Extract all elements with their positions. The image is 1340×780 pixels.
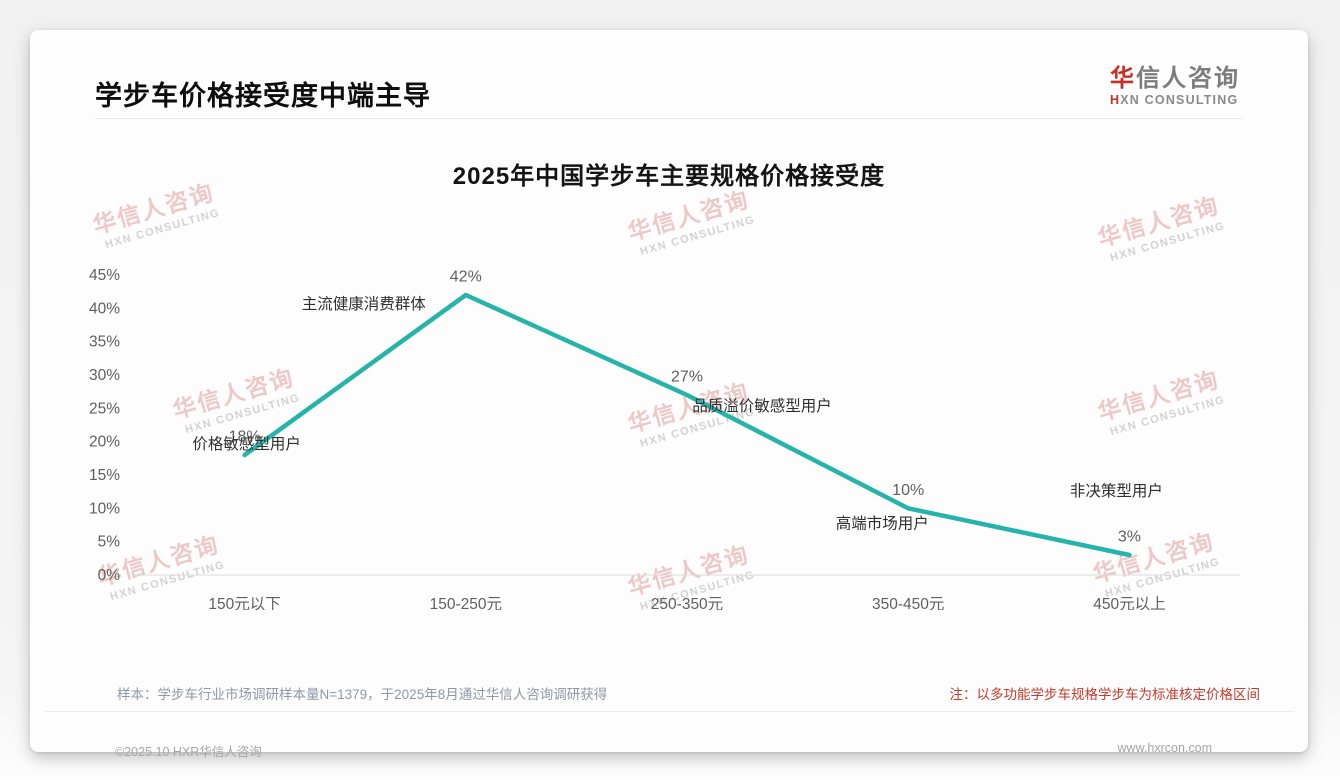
company-logo: 华信人咨询 HXN CONSULTING	[1110, 65, 1240, 108]
watermark-en: HXN CONSULTING	[103, 206, 222, 252]
logo-name-rest: 信人咨询	[1136, 65, 1240, 92]
x-tick-label: 250-350元	[651, 596, 723, 610]
watermark: 华信人咨询 HXN CONSULTING	[623, 180, 757, 260]
annotation-label: 品质溢价敏感型用户	[692, 397, 832, 415]
watermark: 华信人咨询 HXN CONSULTING	[1093, 186, 1227, 266]
x-tick-label: 150-250元	[430, 596, 502, 610]
y-tick-label: 20%	[89, 434, 120, 451]
annotation-label: 高端市场用户	[836, 514, 929, 532]
line-chart: 0% 5% 10% 15% 20% 25% 30% 35% 40% 45% 150元以下 150-25…	[89, 267, 1240, 610]
sample-note: 样本：学步车行业市场调研样本量N=1379，于2025年8月通过华信人咨询调研获…	[117, 687, 608, 702]
copyright: ©2025.10 HXR华信人咨询	[115, 745, 262, 759]
y-tick-label: 45%	[89, 267, 120, 284]
page-title: 学步车价格接受度中端主导	[95, 81, 431, 111]
red-note: 注：以多功能学步车规格学步车为标准核定价格区间	[949, 687, 1261, 702]
annotation-label: 价格敏感型用户	[192, 435, 301, 453]
watermark-cn: 华信人咨询	[1095, 191, 1223, 252]
chart-title: 2025年中国学步车主要规格价格接受度	[452, 163, 886, 190]
y-tick-label: 25%	[89, 400, 120, 417]
data-line	[242, 292, 1132, 558]
report-card: 华信人咨询 HXN CONSULTING 华信人咨询 HXN CONSULTING 华信…	[30, 30, 1308, 759]
watermark-en: HXN CONSULTING	[638, 213, 757, 259]
y-tick-label: 35%	[89, 334, 120, 351]
annotation-label: 非决策型用户	[1070, 482, 1163, 500]
annotation-label: 主流健康消费群体	[302, 295, 427, 313]
y-tick-label: 15%	[89, 467, 120, 484]
website-link: www.hxrcon.com	[1117, 741, 1212, 755]
value-label: 42%	[450, 269, 482, 286]
y-tick-label: 0%	[98, 567, 121, 584]
logo-subtitle: HXN CONSULTING	[1110, 93, 1239, 108]
logo-char-red: 华	[1110, 65, 1136, 92]
y-tick-label: 5%	[98, 534, 121, 551]
logo-name: 华信人咨询	[1110, 65, 1240, 92]
value-label: 27%	[671, 369, 703, 386]
footer-divider	[44, 711, 1294, 712]
x-tick-label: 350-450元	[872, 596, 944, 610]
y-tick-label: 30%	[89, 367, 120, 384]
value-label: 10%	[892, 482, 924, 499]
watermark-en: HXN CONSULTING	[1108, 219, 1227, 265]
header-divider	[95, 118, 1243, 119]
y-tick-label: 10%	[89, 500, 120, 517]
y-tick-label: 40%	[89, 300, 120, 317]
value-label: 18%	[229, 429, 261, 446]
x-tick-label: 150元以下	[208, 596, 280, 610]
x-tick-label: 450元以上	[1093, 595, 1165, 610]
value-label: 3%	[1118, 529, 1141, 546]
